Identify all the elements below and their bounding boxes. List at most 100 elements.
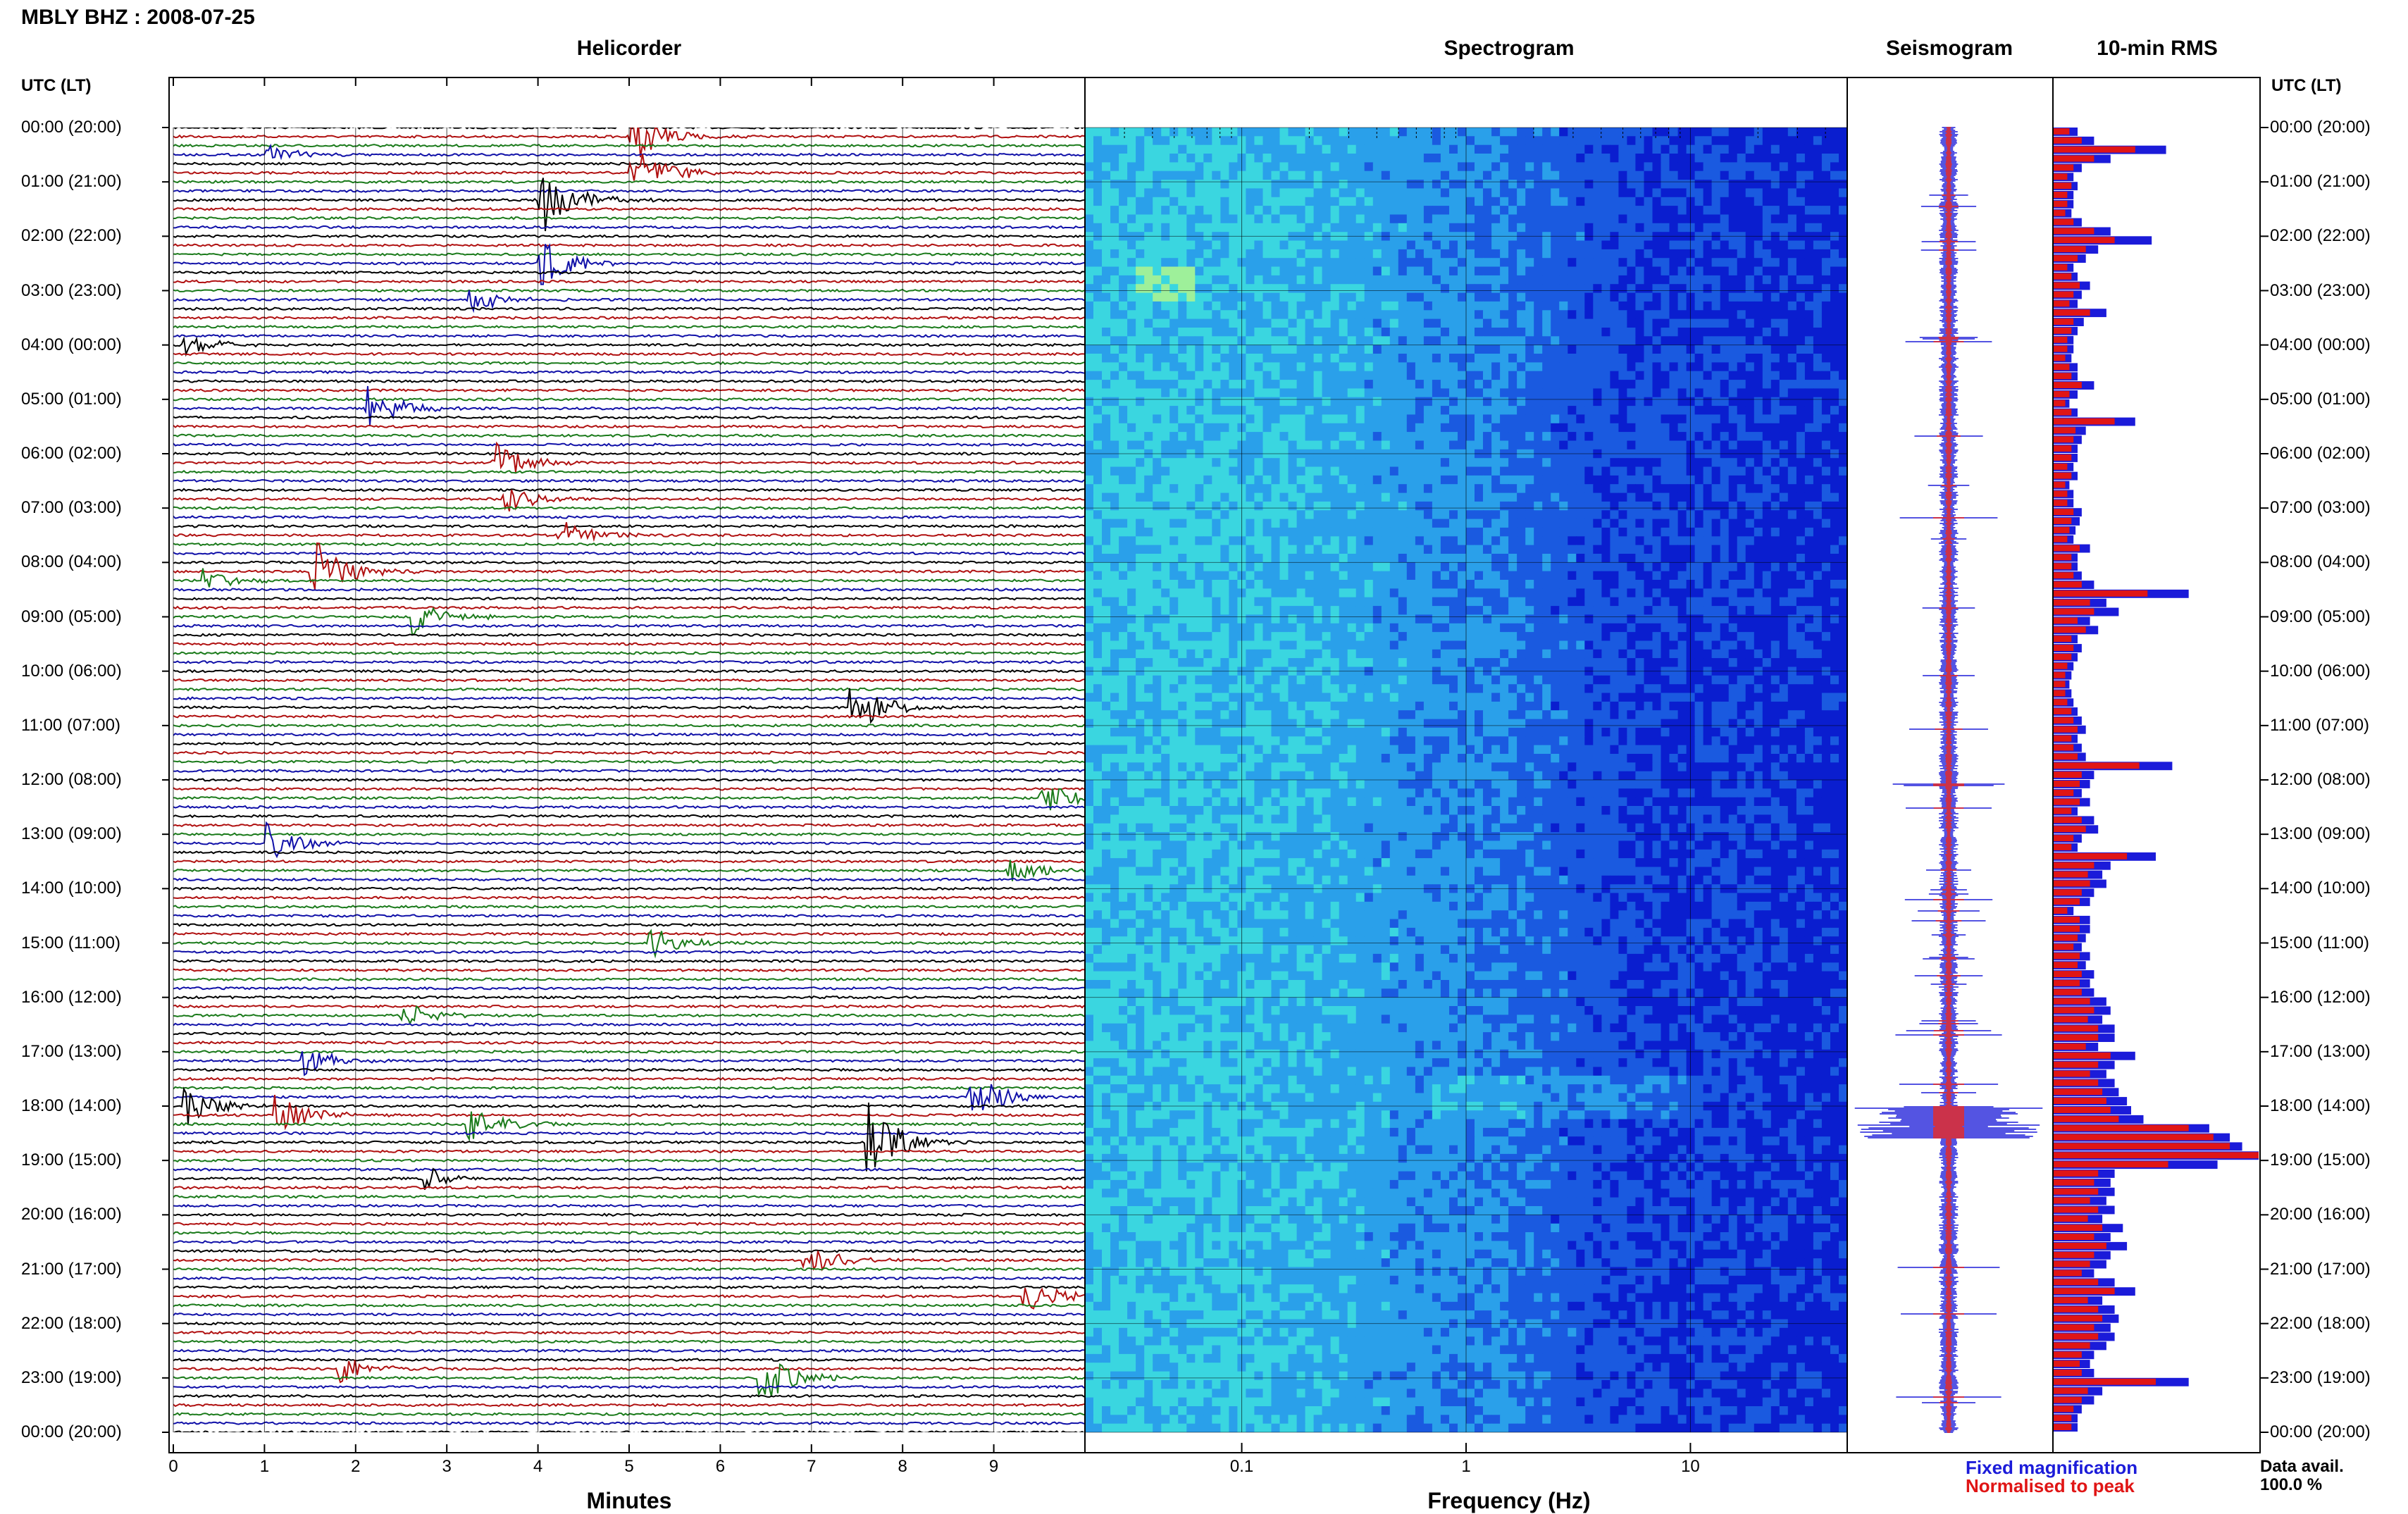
spectrogram-cell xyxy=(1746,293,1755,302)
spectrogram-cell xyxy=(1441,423,1450,433)
spectrogram-cell xyxy=(1161,284,1170,293)
spectrogram-cell xyxy=(1618,510,1627,519)
spectrogram-cell xyxy=(1830,154,1839,163)
spectrogram-cell xyxy=(1382,371,1391,380)
spectrogram-cell xyxy=(1618,362,1627,371)
spectrogram-cell xyxy=(1584,328,1594,337)
spectrogram-cell xyxy=(1796,293,1806,302)
spectrogram-cell xyxy=(1780,441,1789,450)
spectrogram-cell xyxy=(1568,249,1577,259)
spectrogram-cell xyxy=(1153,362,1162,371)
spectrogram-cell xyxy=(1618,171,1627,180)
spectrogram-cell xyxy=(1297,432,1306,441)
spectrogram-cell xyxy=(1144,510,1153,519)
spectrogram-cell xyxy=(1635,493,1644,502)
spectrogram-cell xyxy=(1788,554,1797,563)
spectrogram-cell xyxy=(1373,128,1382,137)
spectrogram-cell xyxy=(1365,319,1374,328)
spectrogram-cell xyxy=(1551,371,1560,380)
spectrogram-cell xyxy=(1263,249,1272,259)
spectrogram-cell xyxy=(1703,180,1713,189)
spectrogram-cell xyxy=(1830,562,1839,571)
spectrogram-cell xyxy=(1390,206,1399,215)
spectrogram-cell xyxy=(1339,215,1348,224)
spectrogram-cell xyxy=(1272,562,1281,571)
spectrogram-cell xyxy=(1398,545,1408,554)
spectrogram-cell xyxy=(1229,215,1238,224)
spectrogram-cell xyxy=(1119,171,1128,180)
spectrogram-cell xyxy=(1263,580,1272,589)
spectrogram-cell xyxy=(1356,580,1365,589)
spectrogram-cell xyxy=(1415,562,1425,571)
spectrogram-cell xyxy=(1373,188,1382,197)
spectrogram-cell xyxy=(1424,354,1433,363)
spectrogram-cell xyxy=(1407,414,1416,423)
spectrogram-cell xyxy=(1348,319,1357,328)
spectrogram-cell xyxy=(1322,241,1332,250)
spectrogram-cell xyxy=(1542,388,1551,397)
spectrogram-cell xyxy=(1153,206,1162,215)
spectrogram-cell xyxy=(1525,136,1534,145)
spectrogram-cell xyxy=(1559,197,1568,206)
spectrogram-cell xyxy=(1627,519,1636,528)
spectrogram-cell xyxy=(1771,206,1780,215)
spectrogram-cell xyxy=(1153,571,1162,581)
spectrogram-cell xyxy=(1212,180,1221,189)
spectrogram-cell xyxy=(1195,536,1204,545)
spectrogram-cell xyxy=(1186,302,1196,311)
spectrogram-cell xyxy=(1627,258,1636,267)
spectrogram-cell xyxy=(1322,432,1332,441)
spectrogram-cell xyxy=(1483,293,1492,302)
spectrogram-cell xyxy=(1178,275,1187,285)
spectrogram-cell xyxy=(1678,302,1687,311)
spectrogram-cell xyxy=(1653,188,1662,197)
spectrogram-cell xyxy=(1508,484,1518,493)
spectrogram-cell xyxy=(1331,293,1340,302)
spectrogram-cell xyxy=(1661,441,1670,450)
spectrogram-cell xyxy=(1229,519,1238,528)
spectrogram-cell xyxy=(1390,476,1399,485)
spectrogram-cell xyxy=(1635,319,1644,328)
spectrogram-cell xyxy=(1127,388,1136,397)
spectrogram-cell xyxy=(1534,484,1543,493)
spectrogram-cell xyxy=(1593,162,1602,171)
spectrogram-cell xyxy=(1576,528,1585,537)
spectrogram-cell xyxy=(1754,502,1763,511)
spectrogram-cell xyxy=(1119,371,1128,380)
spectrogram-cell xyxy=(1644,510,1653,519)
spectrogram-cell xyxy=(1525,484,1534,493)
spectrogram-cell xyxy=(1635,284,1644,293)
spectrogram-cell xyxy=(1568,188,1577,197)
spectrogram-cell xyxy=(1203,293,1212,302)
spectrogram-cell xyxy=(1559,336,1568,345)
spectrogram-cell xyxy=(1212,432,1221,441)
spectrogram-cell xyxy=(1670,345,1679,354)
spectrogram-cell xyxy=(1491,414,1501,423)
spectrogram-cell xyxy=(1085,267,1094,276)
spectrogram-cell xyxy=(1525,162,1534,171)
spectrogram-cell xyxy=(1661,502,1670,511)
spectrogram-cell xyxy=(1102,154,1111,163)
spectrogram-cell xyxy=(1525,371,1534,380)
spectrogram-cell xyxy=(1424,528,1433,537)
spectrogram-cell xyxy=(1110,336,1119,345)
spectrogram-cell xyxy=(1542,241,1551,250)
spectrogram-cell xyxy=(1220,423,1229,433)
spectrogram-cell xyxy=(1365,267,1374,276)
spectrogram-cell xyxy=(1424,328,1433,337)
spectrogram-cell xyxy=(1813,502,1823,511)
spectrogram-cell xyxy=(1670,180,1679,189)
spectrogram-cell xyxy=(1551,293,1560,302)
spectrogram-cell xyxy=(1415,380,1425,389)
spectrogram-cell xyxy=(1263,145,1272,154)
spectrogram-cell xyxy=(1661,580,1670,589)
spectrogram-cell xyxy=(1644,397,1653,407)
spectrogram-cell xyxy=(1153,354,1162,363)
spectrogram-cell xyxy=(1356,293,1365,302)
spectrogram-cell xyxy=(1525,275,1534,285)
spectrogram-cell xyxy=(1322,484,1332,493)
spectrogram-cell xyxy=(1610,267,1619,276)
spectrogram-cell xyxy=(1670,397,1679,407)
spectrogram-cell xyxy=(1136,284,1145,293)
spectrogram-cell xyxy=(1500,406,1509,415)
